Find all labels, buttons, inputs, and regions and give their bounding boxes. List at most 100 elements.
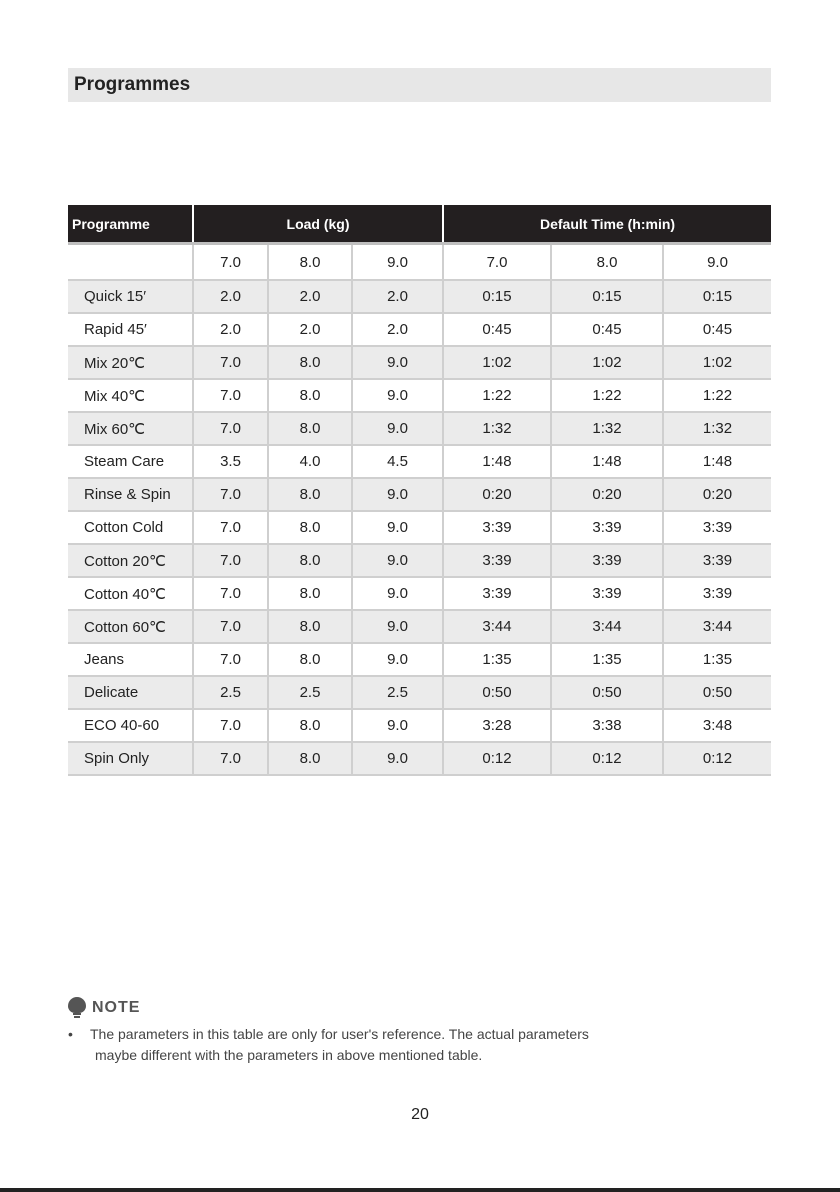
time-cell: 3:39 — [662, 511, 772, 545]
programme-name: Rapid 45′ — [68, 313, 193, 347]
load-cell: 9.0 — [350, 709, 444, 743]
note-line-2: maybe different with the parameters in a… — [95, 1047, 483, 1063]
time-cell: 1:22 — [442, 379, 552, 413]
programme-name: Steam Care — [68, 445, 193, 479]
time-cell: 0:50 — [442, 676, 552, 710]
programme-name: Cotton 40℃ — [68, 577, 193, 611]
note-header: NOTE — [68, 997, 140, 1019]
load-cell: 2.0 — [192, 313, 268, 347]
load-cell: 2.5 — [350, 676, 444, 710]
time-cell: 3:39 — [550, 511, 664, 545]
load-cell: 7.0 — [192, 346, 268, 380]
time-cell: 1:32 — [442, 412, 552, 446]
page-number: 20 — [411, 1106, 429, 1123]
sub-header-cell: 9.0 — [350, 243, 444, 281]
programme-name: Jeans — [68, 643, 193, 677]
time-cell: 3:44 — [442, 610, 552, 644]
time-cell: 0:45 — [662, 313, 772, 347]
header-default-time: Default Time (h:min) — [442, 205, 772, 245]
load-cell: 2.0 — [267, 313, 352, 347]
time-cell: 1:35 — [662, 643, 772, 677]
table-row: Steam Care 3.5 4.0 4.5 1:48 1:48 1:48 — [68, 445, 772, 479]
load-cell: 7.0 — [192, 511, 268, 545]
load-cell: 8.0 — [267, 577, 352, 611]
load-cell: 7.0 — [192, 577, 268, 611]
load-cell: 2.0 — [350, 313, 444, 347]
time-cell: 1:48 — [662, 445, 772, 479]
load-cell: 2.0 — [350, 280, 444, 314]
load-cell: 9.0 — [350, 379, 444, 413]
time-cell: 0:15 — [442, 280, 552, 314]
programme-name: Quick 15′ — [68, 280, 193, 314]
time-cell: 0:12 — [662, 742, 772, 776]
load-cell: 8.0 — [267, 610, 352, 644]
load-cell: 7.0 — [192, 610, 268, 644]
time-cell: 1:48 — [442, 445, 552, 479]
time-cell: 3:48 — [662, 709, 772, 743]
time-cell: 0:45 — [550, 313, 664, 347]
time-cell: 3:39 — [442, 544, 552, 578]
load-cell: 9.0 — [350, 643, 444, 677]
programme-name: ECO 40-60 — [68, 709, 193, 743]
time-cell: 3:28 — [442, 709, 552, 743]
load-cell: 9.0 — [350, 412, 444, 446]
load-cell: 9.0 — [350, 478, 444, 512]
lightbulb-icon — [68, 997, 86, 1019]
table-row: Jeans 7.0 8.0 9.0 1:35 1:35 1:35 — [68, 643, 772, 677]
sub-header-cell: 8.0 — [267, 243, 352, 281]
load-cell: 8.0 — [267, 478, 352, 512]
programme-name: Spin Only — [68, 742, 193, 776]
load-cell: 7.0 — [192, 379, 268, 413]
time-cell: 1:22 — [662, 379, 772, 413]
load-cell: 4.0 — [267, 445, 352, 479]
table-row: Rinse & Spin 7.0 8.0 9.0 0:20 0:20 0:20 — [68, 478, 772, 512]
load-cell: 9.0 — [350, 346, 444, 380]
load-cell: 8.0 — [267, 643, 352, 677]
time-cell: 3:38 — [550, 709, 664, 743]
table-row: Cotton 20℃ 7.0 8.0 9.0 3:39 3:39 3:39 — [68, 544, 772, 578]
table-row: Rapid 45′ 2.0 2.0 2.0 0:45 0:45 0:45 — [68, 313, 772, 347]
time-cell: 0:20 — [662, 478, 772, 512]
time-cell: 3:44 — [550, 610, 664, 644]
load-cell: 3.5 — [192, 445, 268, 479]
programme-name: Delicate — [68, 676, 193, 710]
load-cell: 7.0 — [192, 709, 268, 743]
time-cell: 0:50 — [550, 676, 664, 710]
load-cell: 9.0 — [350, 577, 444, 611]
table-row: Cotton 60℃ 7.0 8.0 9.0 3:44 3:44 3:44 — [68, 610, 772, 644]
time-cell: 0:50 — [662, 676, 772, 710]
table-header-row: Programme Load (kg) Default Time (h:min) — [68, 205, 772, 245]
time-cell: 1:32 — [550, 412, 664, 446]
load-cell: 8.0 — [267, 511, 352, 545]
load-cell: 7.0 — [192, 643, 268, 677]
time-cell: 3:39 — [550, 577, 664, 611]
table-row: Mix 60℃ 7.0 8.0 9.0 1:32 1:32 1:32 — [68, 412, 772, 446]
load-cell: 9.0 — [350, 742, 444, 776]
programmes-table: Programme Load (kg) Default Time (h:min)… — [68, 205, 772, 776]
load-cell: 8.0 — [267, 379, 352, 413]
load-cell: 8.0 — [267, 742, 352, 776]
bottom-rule — [0, 1188, 840, 1192]
time-cell: 0:20 — [550, 478, 664, 512]
note-text: • The parameters in this table are only … — [68, 1024, 768, 1066]
load-cell: 7.0 — [192, 544, 268, 578]
time-cell: 3:39 — [662, 544, 772, 578]
table-row: Quick 15′ 2.0 2.0 2.0 0:15 0:15 0:15 — [68, 280, 772, 314]
section-title: Programmes — [68, 68, 771, 102]
note-line-1: The parameters in this table are only fo… — [90, 1026, 589, 1042]
load-cell: 8.0 — [267, 544, 352, 578]
time-cell: 1:48 — [550, 445, 664, 479]
time-cell: 3:39 — [550, 544, 664, 578]
time-cell: 3:39 — [442, 577, 552, 611]
table-row: Delicate 2.5 2.5 2.5 0:50 0:50 0:50 — [68, 676, 772, 710]
programme-name: Mix 40℃ — [68, 379, 193, 413]
load-cell: 9.0 — [350, 511, 444, 545]
programme-name: Cotton 60℃ — [68, 610, 193, 644]
load-cell: 4.5 — [350, 445, 444, 479]
sub-header-empty — [68, 243, 193, 281]
bullet-mark: • — [68, 1026, 73, 1042]
table-row: Cotton 40℃ 7.0 8.0 9.0 3:39 3:39 3:39 — [68, 577, 772, 611]
load-cell: 7.0 — [192, 742, 268, 776]
time-cell: 0:15 — [662, 280, 772, 314]
table-row: Spin Only 7.0 8.0 9.0 0:12 0:12 0:12 — [68, 742, 772, 776]
